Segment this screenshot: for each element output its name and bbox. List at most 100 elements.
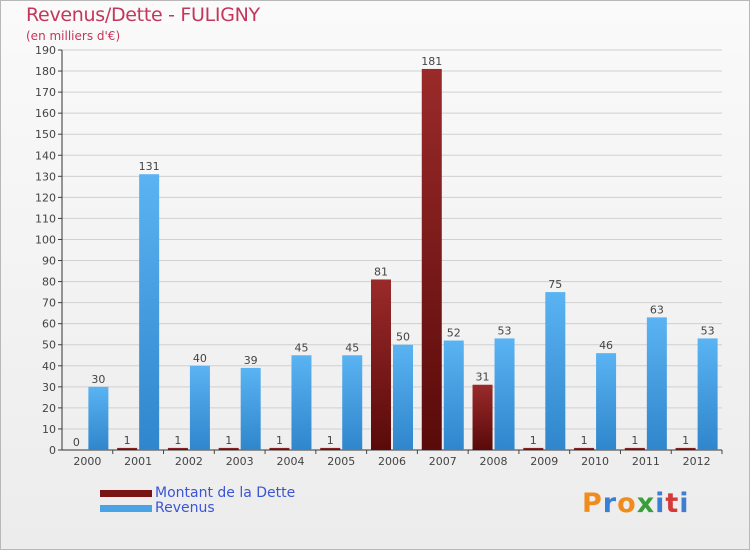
y-tick-label: 170 xyxy=(35,86,56,99)
y-tick-label: 0 xyxy=(49,444,56,457)
legend-label-revenus: Revenus xyxy=(155,500,215,516)
data-label: 1 xyxy=(276,434,283,447)
bar-revenus-2008 xyxy=(494,338,515,450)
bar-revenus-2004 xyxy=(291,355,312,450)
bar-dette-2005 xyxy=(320,447,341,450)
legend-swatch-revenus xyxy=(100,505,152,512)
bar-revenus-2005 xyxy=(342,355,363,450)
logo-letter: r xyxy=(602,488,618,519)
y-tick-label: 180 xyxy=(35,65,56,78)
data-label: 53 xyxy=(498,324,512,337)
y-tick-label: 40 xyxy=(42,360,56,373)
x-tick-label: 2011 xyxy=(632,455,660,468)
data-label: 40 xyxy=(193,352,207,365)
y-tick-label: 100 xyxy=(35,233,56,246)
logo-letter: i xyxy=(655,488,666,519)
bar-dette-2003 xyxy=(218,447,239,450)
logo-letter: o xyxy=(617,488,637,519)
bar-dette-2007 xyxy=(421,68,442,451)
y-tick-label: 140 xyxy=(35,149,56,162)
x-tick-label: 2000 xyxy=(73,455,101,468)
y-tick-label: 60 xyxy=(42,318,56,331)
grid-layer xyxy=(62,49,722,430)
y-tick-label: 190 xyxy=(35,44,56,57)
data-label: 45 xyxy=(294,341,308,354)
bar-dette-2004 xyxy=(269,447,290,450)
x-tick-label: 2007 xyxy=(429,455,457,468)
bar-revenus-2001 xyxy=(139,174,160,451)
x-tick-label: 2005 xyxy=(327,455,355,468)
data-label: 50 xyxy=(396,331,410,344)
bar-dette-2002 xyxy=(167,447,188,450)
y-tick-label: 20 xyxy=(42,402,56,415)
data-label: 0 xyxy=(73,436,80,449)
y-tick-label: 130 xyxy=(35,170,56,183)
bar-revenus-2011 xyxy=(646,317,667,450)
x-tick-label: 2006 xyxy=(378,455,406,468)
bar-dette-2006 xyxy=(371,279,391,450)
x-tick-label: 2012 xyxy=(683,455,711,468)
x-tick-label: 2004 xyxy=(276,455,304,468)
bar-revenus-2000 xyxy=(88,386,109,450)
y-tick-label: 90 xyxy=(42,255,56,268)
x-tick-label: 2003 xyxy=(226,455,254,468)
data-label: 53 xyxy=(701,324,715,337)
x-tick-label: 2002 xyxy=(175,455,203,468)
logo-letter: i xyxy=(679,488,690,519)
bar-dette-2011 xyxy=(624,447,645,450)
chart-title: Revenus/Dette - FULIGNY xyxy=(26,4,260,26)
x-tick-label: 2009 xyxy=(530,455,558,468)
data-label: 1 xyxy=(225,434,232,447)
proxiti-logo: Proxiti xyxy=(582,488,690,519)
bar-dette-2001 xyxy=(117,447,138,450)
legend-label-dette: Montant de la Dette xyxy=(155,485,296,501)
label-layer: 0 30 1 131 1 40 1 39 1 45 1 45 81 50 181 52 31 53 1 75 1 46 1 6… xyxy=(73,55,715,449)
data-label: 63 xyxy=(650,303,664,316)
data-label: 1 xyxy=(581,434,588,447)
data-label: 1 xyxy=(124,434,131,447)
x-tick-label: 2001 xyxy=(124,455,152,468)
data-label: 131 xyxy=(139,160,160,173)
data-label: 30 xyxy=(91,373,105,386)
y-tick-label: 50 xyxy=(42,339,56,352)
data-label: 52 xyxy=(447,327,461,340)
data-label: 1 xyxy=(631,434,638,447)
chart-subtitle: (en milliers d'€) xyxy=(26,29,121,43)
y-tick-label: 120 xyxy=(35,191,56,204)
bar-revenus-2006 xyxy=(393,344,413,450)
bar-dette-2012 xyxy=(675,447,696,450)
y-tick-label: 70 xyxy=(42,297,56,310)
data-label: 181 xyxy=(421,55,442,68)
legend-swatch-dette xyxy=(100,490,152,497)
data-label: 31 xyxy=(476,371,490,384)
data-label: 1 xyxy=(530,434,537,447)
bar-layer xyxy=(88,68,718,451)
bar-dette-2010 xyxy=(574,447,595,450)
data-label: 39 xyxy=(244,354,258,367)
logo-letter: x xyxy=(636,488,656,519)
data-label: 1 xyxy=(327,434,334,447)
data-label: 81 xyxy=(374,265,388,278)
logo-letter: P xyxy=(582,488,603,519)
data-label: 1 xyxy=(174,434,181,447)
bar-revenus-2009 xyxy=(545,292,566,450)
bar-revenus-2003 xyxy=(240,367,261,450)
data-label: 45 xyxy=(345,341,359,354)
y-tick-label: 150 xyxy=(35,128,56,141)
bar-revenus-2010 xyxy=(596,353,617,450)
logo-letter: t xyxy=(665,488,680,519)
y-tick-label: 30 xyxy=(42,381,56,394)
data-label: 46 xyxy=(599,339,613,352)
y-tick-label: 10 xyxy=(42,423,56,436)
bar-dette-2009 xyxy=(523,447,544,450)
bar-revenus-2002 xyxy=(189,365,210,450)
x-tick-label: 2010 xyxy=(581,455,609,468)
bar-revenus-2012 xyxy=(697,338,718,450)
x-tick-label: 2008 xyxy=(480,455,508,468)
y-tick-label: 80 xyxy=(42,276,56,289)
y-tick-label: 160 xyxy=(35,107,56,120)
bar-revenus-2007 xyxy=(443,340,464,450)
bar-dette-2008 xyxy=(472,384,493,450)
data-label: 1 xyxy=(682,434,689,447)
